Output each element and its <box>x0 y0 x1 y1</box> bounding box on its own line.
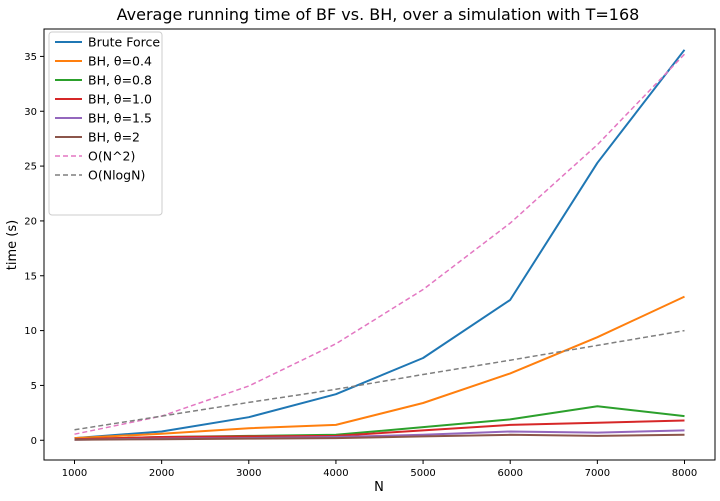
x-tick-label: 8000 <box>672 468 697 479</box>
series-line-3 <box>74 419 685 441</box>
x-tick-label: 2000 <box>149 468 174 479</box>
plot-area <box>43 28 716 461</box>
x-axis-label: N <box>374 480 384 495</box>
y-tick-label: 15 <box>24 271 37 282</box>
series-lines <box>74 49 686 441</box>
legend-label-4: BH, θ=1.5 <box>88 111 152 126</box>
y-tick-label: 30 <box>24 107 37 118</box>
chart-title: Average running time of BF vs. BH, over … <box>117 5 640 24</box>
legend-label-7: O(NlogN) <box>88 168 145 183</box>
legend-label-5: BH, θ=2 <box>88 130 140 145</box>
x-tick-label: 1000 <box>62 468 87 479</box>
series-line-7 <box>74 329 685 431</box>
y-axis-label: time (s) <box>5 220 20 270</box>
x-axis: 1000 2000 3000 4000 5000 6000 7000 8000 <box>62 460 697 479</box>
y-tick-label: 25 <box>24 162 37 173</box>
legend-label-6: O(N^2) <box>88 149 135 164</box>
legend-box <box>48 31 163 216</box>
series-line-1 <box>74 295 685 440</box>
series-line-6 <box>74 53 686 435</box>
y-tick-label: 20 <box>24 216 37 227</box>
y-tick-label: 35 <box>24 52 37 63</box>
legend: Brute Force BH, θ=0.4 BH, θ=0.8 BH, θ=1.0 BH… <box>48 31 163 216</box>
y-tick-label: 5 <box>31 381 37 392</box>
series-line-5 <box>74 433 685 441</box>
x-tick-label: 6000 <box>497 468 522 479</box>
x-tick-label: 5000 <box>410 468 435 479</box>
legend-label-0: Brute Force <box>88 35 160 50</box>
legend-label-3: BH, θ=1.0 <box>88 92 152 107</box>
y-axis: 0 5 10 15 20 25 30 35 <box>24 52 44 447</box>
legend-label-1: BH, θ=0.4 <box>88 54 152 69</box>
legend-label-2: BH, θ=0.8 <box>88 73 152 88</box>
series-line-0 <box>74 49 686 440</box>
x-tick-label: 7000 <box>585 468 610 479</box>
x-tick-label: 4000 <box>323 468 348 479</box>
y-tick-label: 0 <box>31 436 37 447</box>
y-tick-label: 10 <box>24 326 37 337</box>
x-tick-label: 3000 <box>236 468 261 479</box>
